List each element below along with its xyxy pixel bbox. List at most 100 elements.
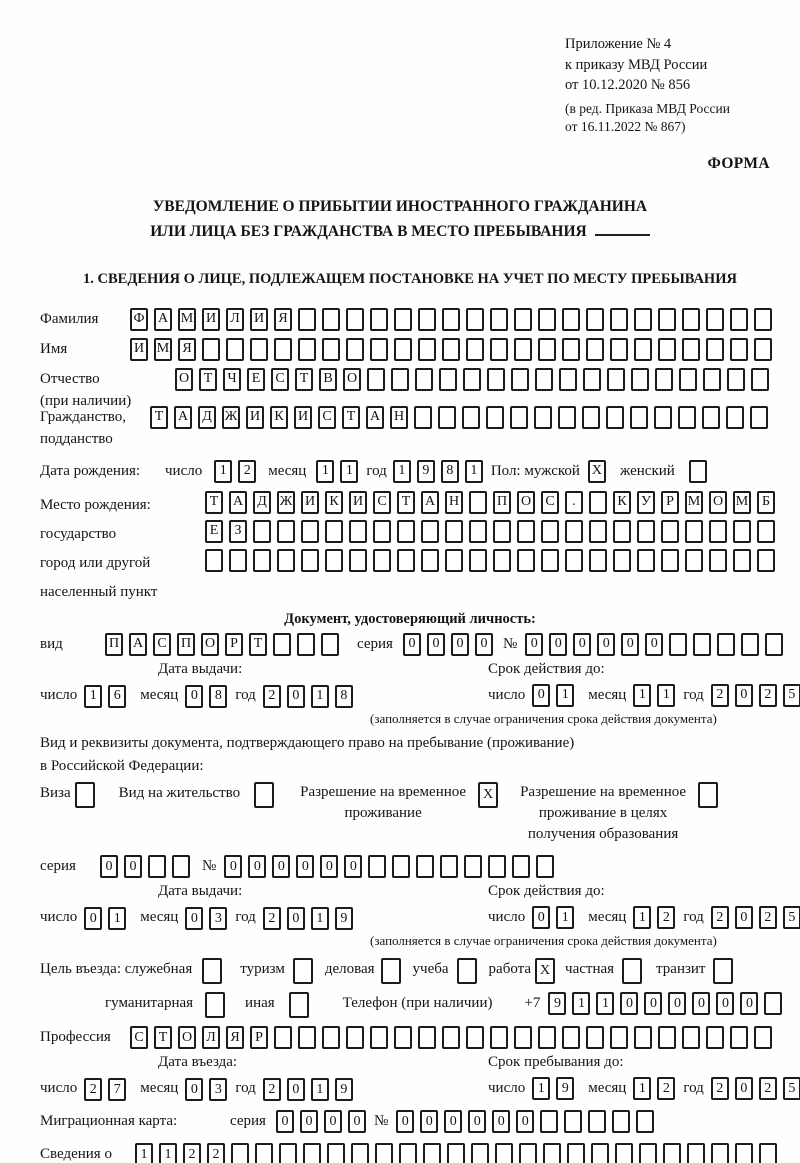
char-cell[interactable] (277, 519, 295, 543)
char-cell[interactable]: 1 (135, 1143, 153, 1163)
char-cell[interactable] (397, 548, 415, 572)
char-cell[interactable] (490, 337, 508, 361)
char-cell[interactable] (325, 519, 343, 543)
char-cell[interactable] (274, 1026, 292, 1050)
char-cell[interactable] (562, 307, 580, 331)
char-cell[interactable]: 0 (224, 855, 243, 879)
char-cell[interactable] (512, 855, 531, 879)
char-cell[interactable]: Д (253, 490, 271, 514)
char-cell[interactable] (589, 548, 607, 572)
char-cell[interactable] (464, 855, 483, 879)
char-cell[interactable]: Т (199, 367, 217, 391)
char-cell[interactable] (567, 1143, 585, 1163)
char-cell[interactable] (706, 337, 724, 361)
char-cell[interactable]: Т (150, 405, 168, 429)
char-cell[interactable] (588, 1110, 607, 1134)
char-cell[interactable]: 0 (692, 992, 711, 1016)
char-cell[interactable] (346, 1026, 364, 1050)
char-cell[interactable] (486, 405, 504, 429)
char-cell[interactable] (669, 632, 688, 656)
char-cell[interactable]: С (271, 367, 289, 391)
char-cell[interactable]: 0 (549, 632, 568, 656)
char-cell[interactable] (730, 337, 748, 361)
char-cell[interactable] (733, 519, 751, 543)
char-cell[interactable] (349, 548, 367, 572)
char-cell[interactable]: 0 (450, 632, 469, 656)
char-cell[interactable] (565, 548, 583, 572)
char-cell[interactable] (373, 519, 391, 543)
char-cell[interactable] (297, 632, 315, 656)
char-cell[interactable]: Ч (223, 367, 241, 391)
char-cell[interactable] (394, 337, 412, 361)
char-cell[interactable]: . (565, 490, 583, 514)
char-cell[interactable]: С (541, 490, 559, 514)
char-cell[interactable] (229, 548, 247, 572)
char-cell[interactable]: 7 (108, 1078, 127, 1102)
char-cell[interactable]: О (709, 490, 727, 514)
char-cell[interactable]: 0 (716, 992, 735, 1016)
char-cell[interactable]: А (366, 405, 384, 429)
char-cell[interactable] (416, 855, 435, 879)
char-cell[interactable]: 0 (516, 1110, 535, 1134)
char-cell[interactable]: 0 (100, 855, 118, 879)
char-cell[interactable]: 0 (286, 1078, 305, 1102)
char-cell[interactable]: 0 (402, 632, 421, 656)
char-cell[interactable] (693, 632, 712, 656)
char-cell[interactable] (495, 1143, 513, 1163)
char-cell[interactable] (679, 367, 697, 391)
char-cell[interactable] (534, 405, 552, 429)
char-cell[interactable]: М (733, 490, 751, 514)
char-cell[interactable]: 1 (310, 1078, 329, 1102)
char-cell[interactable]: 0 (396, 1110, 415, 1134)
char-cell[interactable] (634, 337, 652, 361)
char-cell[interactable]: 2 (657, 1077, 676, 1101)
char-cell[interactable] (375, 1143, 393, 1163)
char-cell[interactable]: 8 (440, 459, 459, 483)
char-cell[interactable] (418, 307, 436, 331)
char-cell[interactable] (562, 1026, 580, 1050)
char-cell[interactable] (706, 1026, 724, 1050)
char-cell[interactable]: Р (250, 1026, 268, 1050)
char-cell[interactable]: К (325, 490, 343, 514)
char-cell[interactable]: 1 (310, 907, 329, 931)
char-cell[interactable]: В (319, 367, 337, 391)
char-cell[interactable]: 0 (734, 683, 753, 707)
char-cell[interactable]: 0 (420, 1110, 439, 1134)
char-cell[interactable]: 0 (645, 632, 664, 656)
char-cell[interactable] (764, 992, 783, 1016)
char-cell[interactable] (415, 367, 433, 391)
char-cell[interactable] (589, 519, 607, 543)
char-cell[interactable]: Р (661, 490, 679, 514)
char-cell[interactable] (466, 337, 484, 361)
char-cell[interactable] (456, 958, 477, 985)
char-cell[interactable]: 9 (334, 907, 353, 931)
char-cell[interactable] (726, 405, 744, 429)
char-cell[interactable] (298, 337, 316, 361)
char-cell[interactable]: 8 (334, 684, 353, 708)
char-cell[interactable]: 1 (340, 459, 359, 483)
char-cell[interactable]: Ж (277, 490, 295, 514)
char-cell[interactable] (231, 1143, 249, 1163)
char-cell[interactable] (292, 958, 313, 985)
char-cell[interactable] (541, 548, 559, 572)
char-cell[interactable] (447, 1143, 465, 1163)
char-cell[interactable] (658, 337, 676, 361)
char-cell[interactable]: 1 (556, 906, 575, 930)
char-cell[interactable]: 9 (416, 459, 435, 483)
char-cell[interactable] (205, 548, 223, 572)
char-cell[interactable]: Т (249, 632, 267, 656)
char-cell[interactable]: 2 (758, 683, 777, 707)
char-cell[interactable]: Б (757, 490, 775, 514)
char-cell[interactable]: К (613, 490, 631, 514)
char-cell[interactable] (277, 548, 295, 572)
char-cell[interactable]: X (587, 459, 606, 483)
char-cell[interactable]: 1 (84, 684, 103, 708)
char-cell[interactable] (346, 307, 364, 331)
char-cell[interactable] (536, 855, 555, 879)
char-cell[interactable] (702, 405, 720, 429)
char-cell[interactable] (351, 1143, 369, 1163)
char-cell[interactable] (303, 1143, 321, 1163)
char-cell[interactable] (298, 307, 316, 331)
char-cell[interactable] (631, 367, 649, 391)
char-cell[interactable]: А (421, 490, 439, 514)
